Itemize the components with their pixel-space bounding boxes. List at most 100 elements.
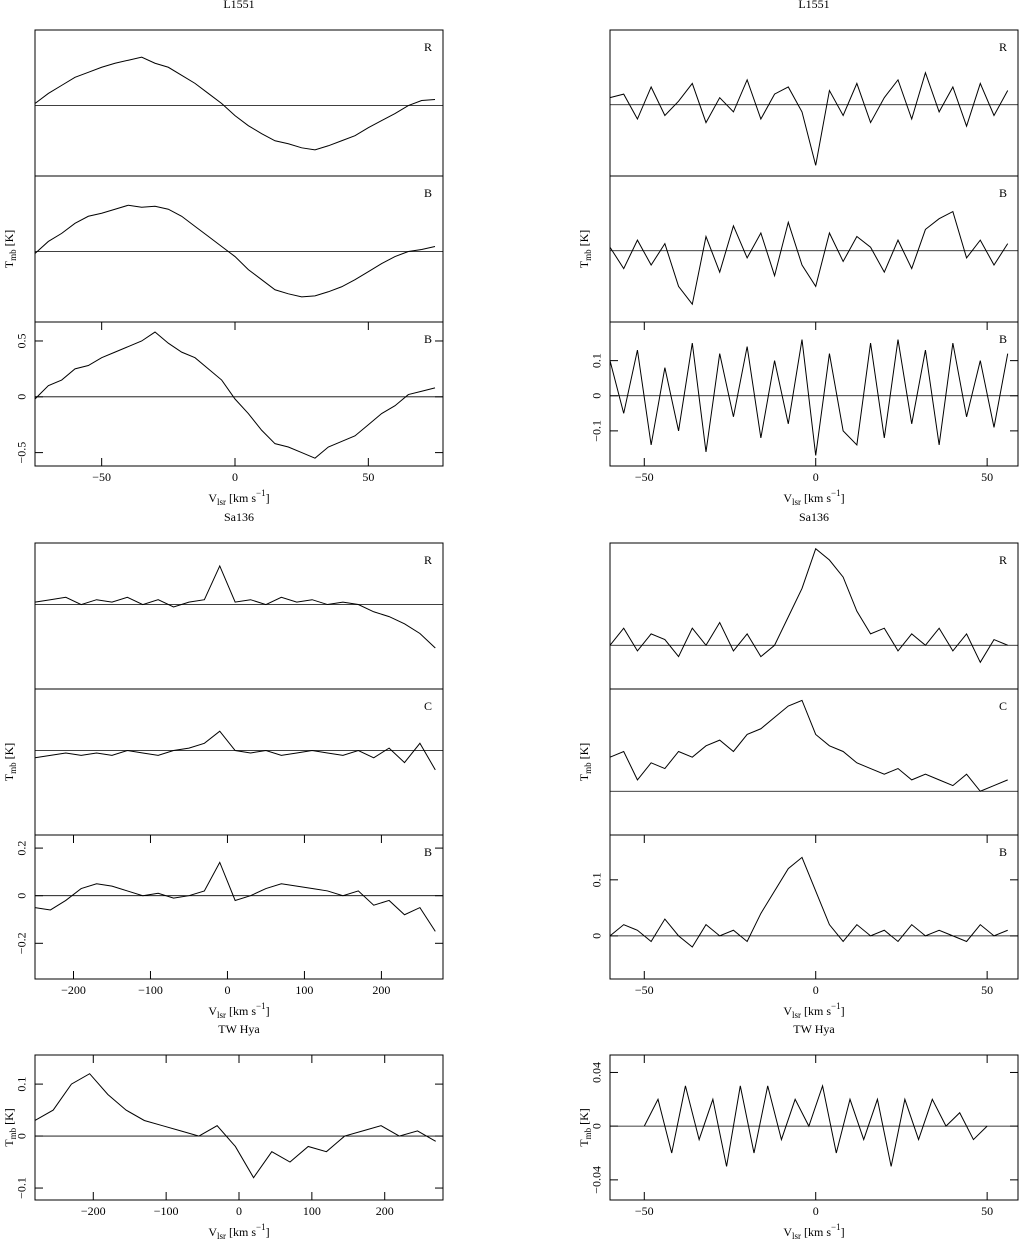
panel-label: R — [424, 40, 432, 54]
y-tick-label: 0 — [590, 1123, 604, 1129]
x-tick-label: 100 — [295, 983, 313, 997]
x-tick-label: 0 — [813, 983, 819, 997]
x-axis-label-part: lsr — [217, 1010, 226, 1020]
x-axis-label-part: V — [208, 1225, 217, 1239]
x-tick-label: −100 — [154, 1204, 179, 1218]
x-axis-label-part: ] — [266, 1004, 270, 1018]
panel-title: Sa136 — [799, 510, 829, 524]
y-tick-label: 0 — [15, 1133, 29, 1139]
panel-label: R — [999, 40, 1007, 54]
panel-title: TW Hya — [218, 1022, 260, 1036]
spectrum — [609, 547, 1008, 664]
y-tick-label: 0.04 — [590, 1062, 604, 1083]
plot-frame — [34, 688, 444, 836]
x-tick-label: 50 — [981, 470, 993, 484]
x-tick-label: 50 — [981, 983, 993, 997]
panel-label: C — [999, 699, 1007, 713]
x-axis-label: Vlsr [km s−1] — [208, 488, 269, 507]
panel-label: B — [999, 332, 1007, 346]
panel-title: L1551 — [798, 0, 829, 11]
x-tick-label: 0 — [236, 1204, 242, 1218]
x-axis-label-part: ] — [841, 1004, 845, 1018]
x-axis-label-part: V — [783, 1225, 792, 1239]
y-axis-label-part: T — [577, 1139, 591, 1147]
y-axis-label-part: mb — [583, 1127, 593, 1139]
x-axis-label-part: [km s — [801, 491, 831, 505]
panel-label: C — [424, 699, 432, 713]
plot-frame — [609, 1054, 1019, 1201]
x-axis-label: Vlsr [km s−1] — [783, 488, 844, 507]
plot-frame — [609, 542, 1019, 690]
spectrum — [34, 564, 436, 649]
x-tick-label: −100 — [138, 983, 163, 997]
spectrum — [643, 1083, 988, 1167]
x-axis-label-part: ] — [841, 1225, 845, 1239]
y-axis-label-part: mb — [8, 1127, 18, 1139]
plot-frame — [609, 688, 1019, 836]
y-tick-label: 0 — [590, 393, 604, 399]
spectrum — [34, 204, 436, 298]
spectrum — [609, 71, 1009, 166]
plot-frame — [34, 834, 444, 980]
spectrum — [609, 856, 1008, 948]
x-axis-label-part: lsr — [217, 1231, 226, 1241]
x-axis-label-part: [km s — [226, 1225, 256, 1239]
y-tick-label: −0.2 — [15, 932, 29, 954]
x-axis-label-part: −1 — [831, 1222, 841, 1232]
x-tick-label: 200 — [376, 1204, 394, 1218]
x-axis-label-part: −1 — [831, 1001, 841, 1011]
y-axis-label: Tmb [K] — [2, 743, 18, 782]
plot-frame — [609, 29, 1019, 177]
y-axis-label: Tmb [K] — [2, 230, 18, 269]
panel-label: B — [999, 845, 1007, 859]
y-tick-label: 0.1 — [590, 872, 604, 887]
x-tick-label: 0 — [813, 1204, 819, 1218]
plot-frame — [34, 175, 444, 323]
plot-frame — [34, 29, 444, 177]
x-tick-label: −50 — [92, 470, 111, 484]
panel-title: TW Hya — [793, 1022, 835, 1036]
y-axis-label-part: [K] — [2, 230, 16, 250]
x-axis-label-part: lsr — [792, 1010, 801, 1020]
x-axis-label-part: ] — [266, 491, 270, 505]
x-tick-label: 0 — [813, 470, 819, 484]
plot-frame — [34, 542, 444, 690]
x-axis-label-part: −1 — [256, 488, 266, 498]
y-tick-label: −0.5 — [15, 442, 29, 464]
y-tick-label: 0.5 — [15, 333, 29, 348]
x-axis-label-part: ] — [841, 491, 845, 505]
x-axis-label-part: [km s — [226, 491, 256, 505]
y-tick-label: −0.04 — [590, 1166, 604, 1194]
x-axis-label-part: ] — [266, 1225, 270, 1239]
y-axis-label: Tmb [K] — [577, 743, 593, 782]
x-tick-label: 0 — [224, 983, 230, 997]
x-tick-label: 0 — [232, 470, 238, 484]
x-tick-label: −50 — [635, 470, 654, 484]
panel-label: B — [424, 332, 432, 346]
x-axis-label-part: V — [208, 1004, 217, 1018]
panel-label: B — [424, 186, 432, 200]
y-axis-label: Tmb [K] — [577, 1108, 593, 1147]
x-axis-label: Vlsr [km s−1] — [783, 1222, 844, 1241]
y-tick-label: 0.2 — [15, 841, 29, 856]
y-axis-label-part: [K] — [2, 743, 16, 763]
x-axis-label: Vlsr [km s−1] — [208, 1001, 269, 1020]
y-axis-label-part: [K] — [2, 1108, 16, 1128]
x-axis-label-part: −1 — [256, 1222, 266, 1232]
y-axis-label-part: T — [2, 1139, 16, 1147]
y-axis-label-part: T — [577, 260, 591, 268]
spectrum — [34, 1073, 436, 1179]
x-axis-label-part: lsr — [217, 497, 226, 507]
panel-title: Sa136 — [224, 510, 254, 524]
y-axis-label-part: [K] — [577, 1108, 591, 1128]
y-tick-label: 0 — [590, 933, 604, 939]
y-axis-label-part: mb — [583, 762, 593, 774]
x-axis-label-part: V — [208, 491, 217, 505]
x-tick-label: −50 — [635, 1204, 654, 1218]
spectrum — [34, 331, 436, 459]
y-tick-label: 0 — [15, 893, 29, 899]
x-axis-label: Vlsr [km s−1] — [208, 1222, 269, 1241]
x-tick-label: −50 — [635, 983, 654, 997]
x-tick-label: 200 — [372, 983, 390, 997]
